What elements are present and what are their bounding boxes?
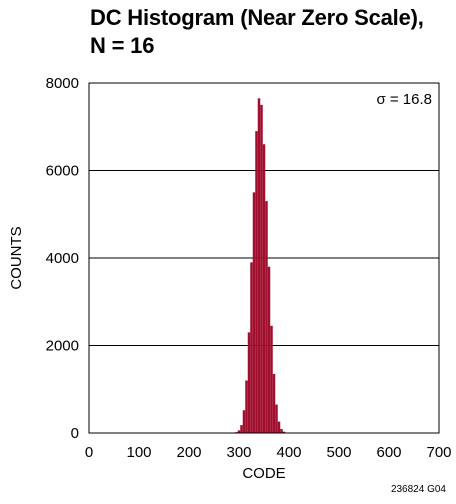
y-tick-label: 4000 — [46, 250, 79, 267]
histogram-bar — [252, 192, 256, 433]
histogram-bar — [250, 262, 253, 433]
x-tick-label: 300 — [226, 444, 251, 461]
x-tick-label: 500 — [326, 444, 351, 461]
plot-frame — [88, 82, 440, 434]
y-tick-label: 8000 — [46, 75, 79, 92]
chart-title-line-1: DC Histogram (Near Zero Scale), — [90, 5, 424, 30]
histogram-bar — [265, 201, 268, 433]
x-tick-label: 100 — [126, 444, 151, 461]
x-tick-label: 600 — [376, 444, 401, 461]
x-tick-label: 400 — [276, 444, 301, 461]
x-tick-label: 0 — [85, 444, 93, 461]
histogram-bars — [232, 98, 291, 433]
x-tick-label: 700 — [426, 444, 451, 461]
histogram-bar — [237, 430, 241, 433]
y-tick-label: 2000 — [46, 338, 79, 355]
axis-ticks: 0 100 200 300 400 500 600 700 0 2000 4000 6000 8000 — [46, 75, 452, 461]
histogram-bar — [242, 410, 246, 433]
histogram-bar — [267, 266, 271, 433]
histogram-bar — [260, 104, 263, 433]
figure-id: 236824 G04 — [390, 484, 446, 495]
histogram-bar — [247, 332, 251, 433]
histogram-bar — [275, 404, 278, 433]
histogram-bar — [262, 144, 266, 433]
x-axis-label: CODE — [242, 465, 285, 482]
chart-title: DC Histogram (Near Zero Scale), N = 16 — [90, 4, 450, 60]
histogram-bar — [255, 131, 258, 433]
x-tick-label: 200 — [176, 444, 201, 461]
sigma-annotation: σ = 16.8 — [376, 91, 432, 108]
chart-title-line-2: N = 16 — [90, 33, 155, 58]
histogram-bar — [280, 429, 283, 433]
histogram-bar — [282, 431, 286, 433]
histogram-bar — [277, 421, 281, 433]
histogram-bar — [257, 98, 261, 433]
histogram-bar — [245, 380, 248, 433]
histogram-bar — [240, 425, 243, 433]
histogram-bar — [272, 373, 276, 433]
y-axis-label: COUNTS — [8, 226, 25, 289]
y-tick-label: 6000 — [46, 163, 79, 180]
histogram-bar — [270, 325, 273, 433]
y-tick-label: 0 — [71, 425, 79, 442]
